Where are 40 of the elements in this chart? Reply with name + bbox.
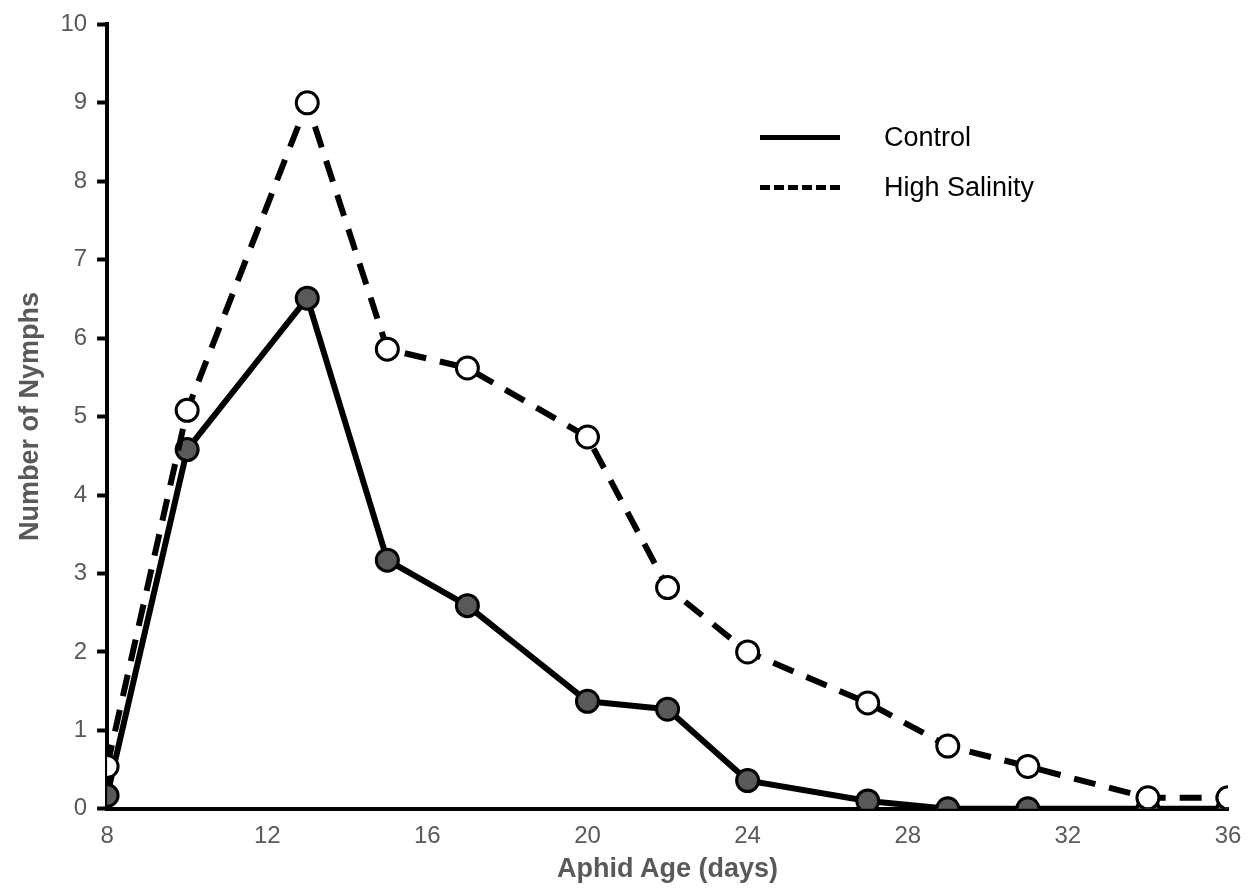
y-tick-label: 4 (73, 479, 88, 507)
x-tick-label: 28 (894, 820, 922, 848)
point (655, 696, 681, 722)
x-tick-label: 12 (253, 820, 281, 848)
point (735, 768, 761, 794)
point (655, 575, 681, 601)
y-tick-label: 7 (73, 244, 88, 272)
point (454, 355, 480, 381)
x-tick-label: 36 (1214, 820, 1242, 848)
point (855, 788, 881, 809)
y-tick-label: 6 (73, 322, 88, 350)
point (1015, 753, 1041, 779)
point (294, 90, 320, 116)
point (374, 547, 400, 573)
y-tick-label: 0 (73, 793, 88, 821)
x-tick-label: 32 (1054, 820, 1082, 848)
point (855, 690, 881, 716)
point (574, 424, 600, 450)
legend-label: High Salinity (884, 171, 1035, 203)
y-tick-label: 10 (60, 9, 88, 37)
y-tick-label: 8 (73, 165, 88, 193)
x-tick-label: 16 (414, 820, 441, 848)
x-axis-title: Aphid Age (days) (557, 853, 779, 884)
x-tick-label: 24 (734, 820, 761, 848)
point (574, 688, 600, 714)
point (174, 397, 200, 423)
y-tick-label: 2 (73, 636, 88, 664)
point (454, 593, 480, 619)
x-tick-label: 20 (574, 820, 601, 848)
x-tick-label: 8 (100, 820, 114, 848)
legend-label: Control (884, 121, 972, 153)
y-tick-label: 1 (73, 714, 88, 742)
y-tick-label: 5 (73, 401, 88, 429)
point (294, 285, 320, 311)
point (374, 336, 400, 362)
point (735, 639, 761, 665)
point (935, 733, 961, 759)
y-tick-label: 9 (73, 87, 88, 115)
y-tick-label: 3 (73, 558, 88, 586)
y-axis-title: Number of Nymphs (13, 292, 44, 542)
